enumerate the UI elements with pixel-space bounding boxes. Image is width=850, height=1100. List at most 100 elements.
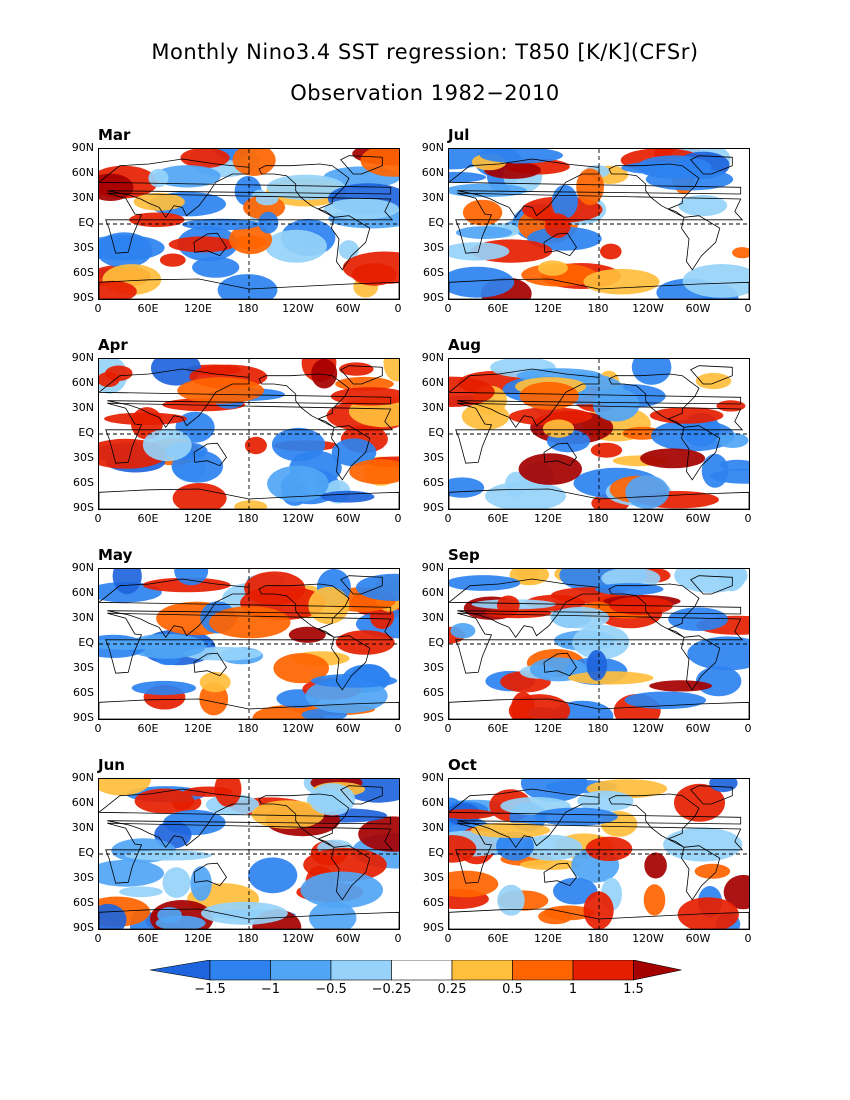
map-field [449,569,749,719]
regression-map [448,358,750,510]
anomaly-contour [303,847,387,882]
anomaly-contour [244,436,267,455]
x-tick-label: 120W [282,722,314,735]
y-tick-label: 90S [423,711,444,724]
coastline [608,583,700,638]
anomaly-contour [273,653,329,684]
anomaly-contour [99,235,165,261]
y-tick-label: 60N [71,376,94,389]
coastline [690,575,733,595]
y-tick-label: 60N [71,796,94,809]
anomaly-contour [449,809,495,820]
coastline [331,215,371,271]
x-tick-label: 0 [94,512,102,525]
colorbar-label: −0.5 [315,982,347,997]
anomaly-contour [99,903,127,929]
anomaly-contour [716,432,749,448]
anomaly-contour [308,586,350,625]
anomaly-contour [586,650,608,681]
y-tick-label: 60S [73,686,94,699]
anomaly-contour [520,859,580,870]
anomaly-contour [537,260,568,276]
coastline [193,652,227,677]
anomaly-contour [694,863,731,879]
x-tick-label: 180 [237,722,259,735]
regression-map [98,358,400,510]
coastline [543,862,577,887]
coastline [455,612,744,674]
anomaly-contour [723,874,749,910]
coastline [258,373,350,428]
anomaly-contour [720,459,749,472]
anomaly-contour [133,192,185,211]
y-tick-label: 60S [423,476,444,489]
x-tick-label: 60W [335,512,361,525]
x-tick-label: 0 [444,512,452,525]
y-tick-label: 60N [421,796,444,809]
anomaly-contour [190,866,212,901]
x-tick-label: 60W [685,722,711,735]
anomaly-contour [677,897,739,929]
anomaly-contour [551,184,578,219]
x-tick-label: 60W [685,512,711,525]
coastline [449,368,742,429]
colorbar-label: −1 [260,982,281,997]
anomaly-contour [644,852,667,879]
anomaly-contour [248,857,298,894]
anomaly-contour [112,569,142,595]
anomaly-contour [449,477,485,498]
y-tick-label: 90N [71,141,94,154]
y-tick-label: 90S [73,711,94,724]
anomaly-contour [383,359,399,382]
x-tick-label: 180 [587,722,609,735]
x-tick-label: 180 [587,302,609,315]
anomaly-contour [636,155,712,179]
y-tick-label: 60S [423,896,444,909]
anomaly-contour [520,779,588,802]
anomaly-contour [201,901,288,925]
anomaly-contour [682,264,749,298]
anomaly-contour [180,149,230,168]
y-tick-label: 30S [73,871,94,884]
anomaly-contour [568,671,654,685]
anomaly-contour [462,199,503,226]
y-tick-label: 90N [421,561,444,574]
anomaly-contour [267,465,329,502]
coastline [340,575,383,595]
coastline [105,402,394,464]
x-tick-label: 0 [444,722,452,735]
y-tick-label: 30S [423,661,444,674]
y-tick-label: 60S [73,266,94,279]
anomaly-contour [678,195,728,217]
anomaly-contour [300,871,383,909]
panel-month-label: Oct [448,756,477,774]
x-tick-label: 120E [534,932,562,945]
anomaly-contour [168,236,236,253]
coastline [449,788,742,849]
x-tick-label: 60E [487,302,509,315]
map-panel-aug: Aug 90N 60N 30N EQ 30S 60S 90S 0 60E 120E 180 120W 60… [422,336,758,536]
anomaly-contour [732,247,749,259]
coastline [258,793,350,848]
anomaly-contour [288,626,326,643]
coastline [99,158,392,219]
anomaly-contour [550,606,610,629]
anomaly-contour [450,623,476,639]
y-tick-label: 60S [73,476,94,489]
coastline [449,908,749,929]
anomaly-contour [209,606,291,639]
x-tick-label: 120W [282,512,314,525]
x-tick-label: 60E [487,722,509,735]
anomaly-contour [134,788,195,814]
anomaly-contour [470,822,551,838]
x-tick-label: 60W [335,302,361,315]
anomaly-contour [154,165,221,188]
anomaly-contour [625,475,670,509]
coastline [543,232,577,257]
anomaly-contour [228,224,273,255]
y-tick-label: 90S [423,921,444,934]
x-tick-label: 0 [394,302,402,315]
y-tick-label: EQ [428,846,444,859]
x-tick-label: 120W [632,302,664,315]
colorbar-swatch [633,959,682,981]
